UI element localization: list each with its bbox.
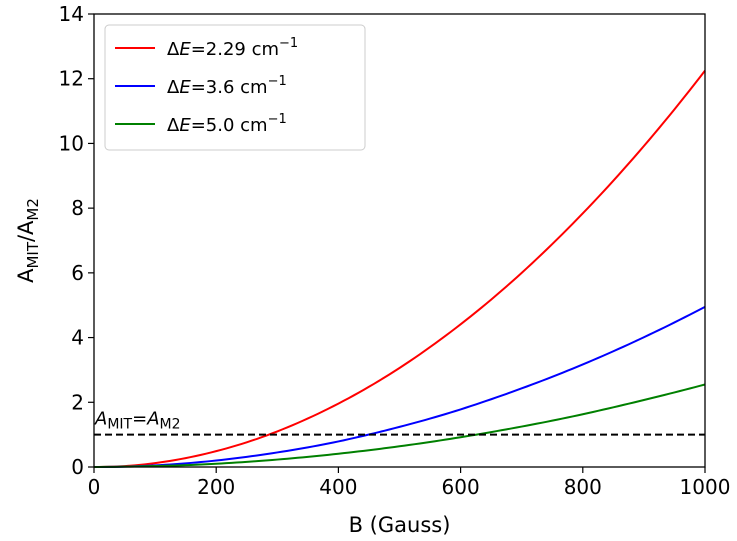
- x-axis-ticks: 0 200 400 600 800 1000: [88, 467, 731, 499]
- ref-label-eq: =: [132, 409, 147, 430]
- legend-entry-2: ΔE=3.6 cm−1: [115, 74, 287, 98]
- legend-label-3-sup: −1: [268, 112, 287, 127]
- series-line-3: [93, 383, 706, 468]
- y-label-sub-m2: M2: [24, 198, 42, 221]
- y-axis-label: AMIT/AM2: [14, 198, 42, 283]
- x-tick-label: 400: [319, 475, 357, 499]
- legend: ΔE=2.29 cm−1 ΔE=3.6 cm−1 ΔE=5.0 cm−1: [104, 24, 366, 151]
- ref-label-sub-m2: M2: [160, 417, 181, 433]
- x-tick-label: 200: [197, 475, 235, 499]
- y-tick-label: 12: [59, 67, 84, 91]
- x-tick-label: 800: [564, 475, 602, 499]
- y-axis-ticks: 0 2 4 6 8 10 12 14: [59, 2, 94, 479]
- reference-line-label: AMIT=AM2: [94, 409, 181, 433]
- y-label-base: A: [14, 268, 38, 283]
- legend-label-1-value: =2.29 cm: [191, 39, 279, 60]
- legend-label-2-sup: −1: [268, 74, 287, 89]
- x-tick-label: 1000: [680, 475, 731, 499]
- legend-label-1-delta: Δ: [167, 39, 180, 60]
- y-tick-label: 6: [71, 261, 84, 285]
- axes-frame: [93, 13, 706, 468]
- legend-label-1: ΔE=2.29 cm−1: [167, 36, 298, 60]
- legend-label-1-var: E: [179, 39, 191, 60]
- legend-label-2: ΔE=3.6 cm−1: [167, 74, 287, 98]
- y-label-sub-mit: MIT: [24, 241, 42, 268]
- series-line-1: [93, 70, 706, 468]
- y-tick-label: 0: [71, 455, 84, 479]
- legend-label-3-value: =5.0 cm: [191, 115, 268, 136]
- y-tick-label: 2: [71, 390, 84, 414]
- series-line-2: [93, 305, 706, 468]
- legend-label-3: ΔE=5.0 cm−1: [167, 112, 287, 136]
- x-tick-label: 600: [442, 475, 480, 499]
- y-tick-label: 10: [59, 131, 84, 155]
- y-tick-label: 14: [59, 2, 84, 26]
- ref-label-a1: A: [94, 409, 107, 430]
- y-tick-label: 4: [71, 326, 84, 350]
- ref-label-a2: A: [146, 409, 159, 430]
- ref-label-sub-mit: MIT: [107, 417, 132, 433]
- legend-label-2-delta: Δ: [167, 77, 180, 98]
- plot-lines: [93, 70, 706, 468]
- y-tick-label: 8: [71, 196, 84, 220]
- legend-label-3-var: E: [179, 115, 191, 136]
- x-tick-label: 0: [88, 475, 101, 499]
- legend-entry-1: ΔE=2.29 cm−1: [115, 36, 298, 60]
- legend-entry-3: ΔE=5.0 cm−1: [115, 112, 287, 136]
- legend-label-2-var: E: [179, 77, 191, 98]
- legend-label-1-sup: −1: [279, 36, 298, 51]
- x-axis-label: B (Gauss): [349, 513, 451, 537]
- y-label-sep: /A: [14, 220, 38, 242]
- legend-box: [104, 24, 366, 151]
- legend-label-3-delta: Δ: [167, 115, 180, 136]
- legend-label-2-value: =3.6 cm: [191, 77, 268, 98]
